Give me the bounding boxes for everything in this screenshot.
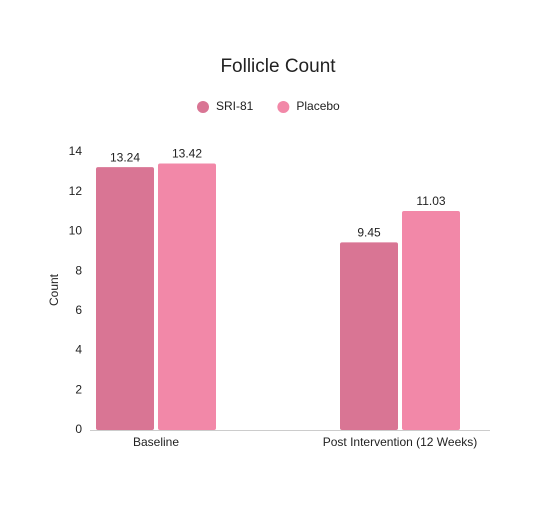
y-tick-label: 8	[75, 263, 82, 277]
value-label: 13.24	[110, 150, 140, 164]
y-tick-label: 10	[69, 224, 83, 238]
legend-label: Placebo	[296, 99, 340, 113]
bar	[96, 167, 154, 430]
y-tick-label: 14	[69, 144, 83, 158]
legend-marker	[277, 101, 290, 113]
bar	[402, 210, 460, 430]
value-label: 9.45	[357, 226, 381, 240]
y-tick-label: 12	[69, 184, 83, 198]
y-tick-label: 6	[75, 303, 82, 317]
value-label: 13.42	[172, 147, 202, 161]
x-tick-label: Post Intervention (12 Weeks)	[323, 435, 478, 449]
legend-marker	[197, 101, 209, 113]
x-tick-label: Baseline	[133, 435, 179, 449]
y-tick-label: 2	[75, 382, 82, 396]
y-tick-label: 0	[75, 422, 82, 436]
y-tick-label: 4	[75, 343, 82, 357]
value-label: 11.03	[416, 194, 445, 208]
y-axis-label: Count	[47, 273, 61, 306]
legend-label: SRI-81	[216, 99, 254, 113]
bar	[158, 163, 216, 430]
bar	[340, 242, 398, 430]
chart-title: Follicle Count	[220, 56, 336, 77]
